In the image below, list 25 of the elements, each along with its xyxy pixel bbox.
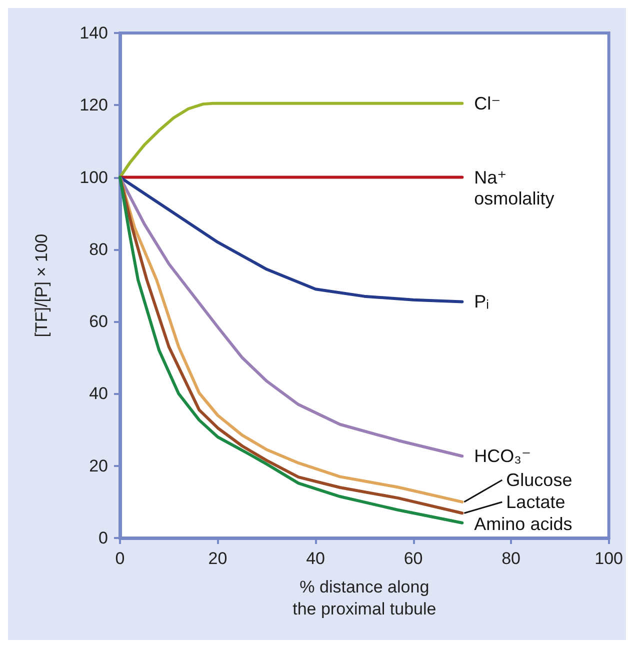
series-label: Amino acids bbox=[474, 514, 572, 534]
y-tick-label: 80 bbox=[89, 240, 108, 259]
y-tick-label: 100 bbox=[80, 168, 108, 187]
x-tick-label: 40 bbox=[306, 549, 325, 568]
y-tick-label: 120 bbox=[80, 96, 108, 115]
text: Glucose bbox=[506, 470, 572, 490]
x-tick-label: 80 bbox=[502, 549, 521, 568]
y-tick-label: 0 bbox=[98, 528, 108, 548]
x-tick-label: 60 bbox=[404, 549, 423, 568]
x-tick-label: 100 bbox=[594, 549, 624, 568]
series-label: Pᵢ bbox=[474, 292, 490, 312]
text: Lactate bbox=[506, 492, 566, 512]
y-tick-label: 40 bbox=[89, 384, 108, 404]
x-axis-title: % distance along the proximal tubule bbox=[292, 578, 436, 618]
y-tick-label: 20 bbox=[89, 456, 108, 476]
series-label: Na⁺ osmolality bbox=[474, 167, 554, 208]
line-series bbox=[118, 102, 464, 179]
series-label: HCO₃⁻ bbox=[474, 446, 532, 466]
y-axis-title: [TF]/[P] × 100 bbox=[32, 234, 51, 338]
x-tick-label: 0 bbox=[115, 549, 125, 568]
x-tick-label: 20 bbox=[208, 549, 228, 568]
series-label: Cl⁻ bbox=[474, 93, 501, 114]
y-tick-label: 140 bbox=[80, 24, 108, 42]
line-series bbox=[118, 176, 464, 304]
y-tick-label: 60 bbox=[89, 312, 108, 332]
